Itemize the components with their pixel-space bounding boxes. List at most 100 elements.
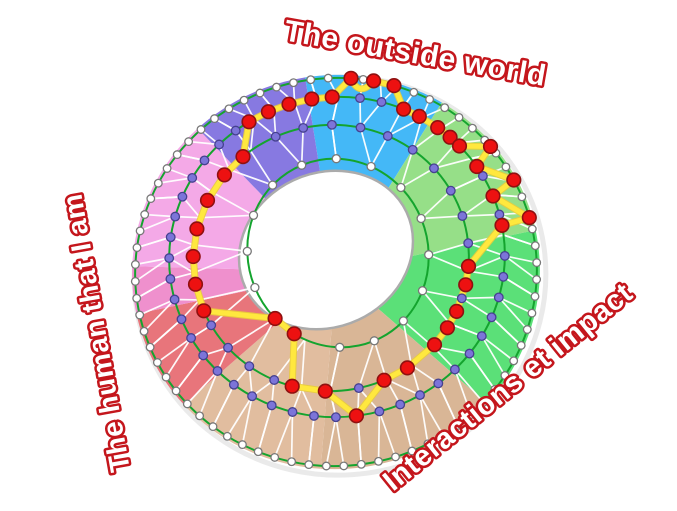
path-node-red[interactable] — [348, 408, 365, 424]
graph-node-white[interactable] — [222, 431, 232, 441]
path-node-red[interactable] — [260, 104, 277, 120]
graph-node-white[interactable] — [366, 161, 376, 172]
path-node-red[interactable] — [376, 372, 392, 388]
graph-node-purple[interactable] — [165, 274, 176, 284]
graph-node-purple[interactable] — [498, 271, 509, 282]
graph-node-white[interactable] — [196, 125, 206, 134]
graph-node-white[interactable] — [416, 213, 426, 224]
graph-node-white[interactable] — [153, 178, 163, 188]
path-node-red[interactable] — [399, 360, 416, 376]
graph-node-white[interactable] — [135, 226, 145, 236]
graph-node-white[interactable] — [250, 282, 260, 293]
path-node-red[interactable] — [304, 91, 320, 107]
graph-node-white[interactable] — [242, 246, 252, 256]
graph-node-purple[interactable] — [457, 211, 468, 221]
graph-node-purple[interactable] — [382, 131, 393, 141]
graph-node-purple[interactable] — [270, 131, 281, 142]
graph-node-purple[interactable] — [499, 250, 510, 261]
graph-node-purple[interactable] — [298, 122, 309, 133]
graph-node-purple[interactable] — [477, 171, 488, 181]
path-node-red[interactable] — [482, 138, 499, 155]
path-node-red[interactable] — [235, 149, 251, 165]
path-node-red[interactable] — [494, 217, 510, 233]
graph-node-purple[interactable] — [266, 400, 277, 411]
graph-node-purple[interactable] — [212, 366, 223, 376]
path-node-red[interactable] — [281, 96, 297, 112]
graph-node-white[interactable] — [532, 275, 542, 284]
graph-node-purple[interactable] — [407, 144, 418, 155]
graph-node-white[interactable] — [440, 103, 450, 113]
graph-node-white[interactable] — [509, 356, 519, 366]
graph-node-purple[interactable] — [309, 410, 319, 421]
graph-node-purple[interactable] — [463, 238, 474, 249]
graph-node-white[interactable] — [146, 194, 156, 204]
graph-node-purple[interactable] — [244, 361, 255, 372]
path-node-red[interactable] — [411, 108, 427, 124]
graph-node-white[interactable] — [267, 180, 278, 190]
graph-node-white[interactable] — [132, 243, 142, 253]
graph-node-white[interactable] — [237, 440, 247, 450]
path-node-red[interactable] — [396, 101, 412, 117]
graph-node-white[interactable] — [139, 326, 149, 336]
graph-node-purple[interactable] — [493, 292, 504, 303]
graph-node-purple[interactable] — [287, 407, 298, 417]
graph-node-purple[interactable] — [376, 97, 387, 107]
graph-node-purple[interactable] — [170, 211, 181, 222]
graph-node-purple[interactable] — [415, 390, 425, 401]
path-node-red[interactable] — [241, 114, 257, 130]
graph-node-purple[interactable] — [214, 139, 225, 150]
graph-node-white[interactable] — [270, 452, 280, 462]
graph-node-white[interactable] — [454, 112, 464, 122]
graph-node-white[interactable] — [466, 410, 476, 419]
path-node-red[interactable] — [430, 119, 446, 136]
graph-node-white[interactable] — [272, 82, 281, 92]
graph-node-purple[interactable] — [326, 119, 337, 130]
path-node-red[interactable] — [216, 167, 232, 183]
graph-node-white[interactable] — [162, 164, 172, 173]
graph-node-white[interactable] — [130, 276, 140, 286]
graph-node-purple[interactable] — [486, 312, 497, 323]
graph-node-white[interactable] — [182, 399, 192, 409]
graph-node-purple[interactable] — [169, 294, 180, 305]
graph-node-white[interactable] — [424, 250, 434, 260]
graph-node-purple[interactable] — [187, 172, 198, 183]
path-node-red[interactable] — [442, 129, 458, 145]
graph-node-white[interactable] — [467, 123, 477, 133]
graph-node-purple[interactable] — [165, 232, 176, 243]
graph-node-purple[interactable] — [164, 253, 175, 264]
graph-node-purple[interactable] — [247, 391, 258, 402]
graph-node-white[interactable] — [356, 459, 366, 469]
graph-node-white[interactable] — [374, 456, 383, 466]
path-node-red[interactable] — [324, 89, 340, 105]
graph-node-purple[interactable] — [445, 185, 456, 196]
graph-node-purple[interactable] — [476, 331, 487, 342]
graph-node-white[interactable] — [145, 342, 155, 352]
graph-node-white[interactable] — [140, 210, 150, 219]
graph-node-purple[interactable] — [228, 379, 239, 390]
graph-node-white[interactable] — [239, 95, 249, 105]
graph-node-white[interactable] — [130, 260, 140, 269]
graph-node-white[interactable] — [516, 340, 526, 350]
path-node-red[interactable] — [187, 276, 204, 292]
path-node-red[interactable] — [286, 326, 302, 342]
graph-node-white[interactable] — [527, 224, 537, 234]
graph-node-white[interactable] — [527, 308, 537, 318]
path-node-red[interactable] — [506, 172, 522, 188]
graph-node-purple[interactable] — [433, 378, 444, 389]
graph-node-purple[interactable] — [353, 383, 364, 394]
graph-node-white[interactable] — [522, 325, 532, 334]
graph-node-white[interactable] — [253, 447, 263, 457]
graph-node-white[interactable] — [171, 386, 181, 396]
graph-node-purple[interactable] — [449, 364, 460, 375]
path-node-red[interactable] — [185, 248, 201, 265]
graph-node-white[interactable] — [306, 75, 316, 85]
path-node-red[interactable] — [343, 70, 359, 86]
graph-node-white[interactable] — [248, 210, 259, 220]
graph-node-white[interactable] — [391, 452, 400, 462]
graph-node-white[interactable] — [339, 461, 349, 471]
graph-node-purple[interactable] — [355, 122, 366, 133]
graph-node-purple[interactable] — [223, 342, 233, 353]
path-node-red[interactable] — [460, 258, 477, 275]
graph-node-white[interactable] — [297, 160, 307, 170]
graph-node-white[interactable] — [532, 258, 542, 268]
